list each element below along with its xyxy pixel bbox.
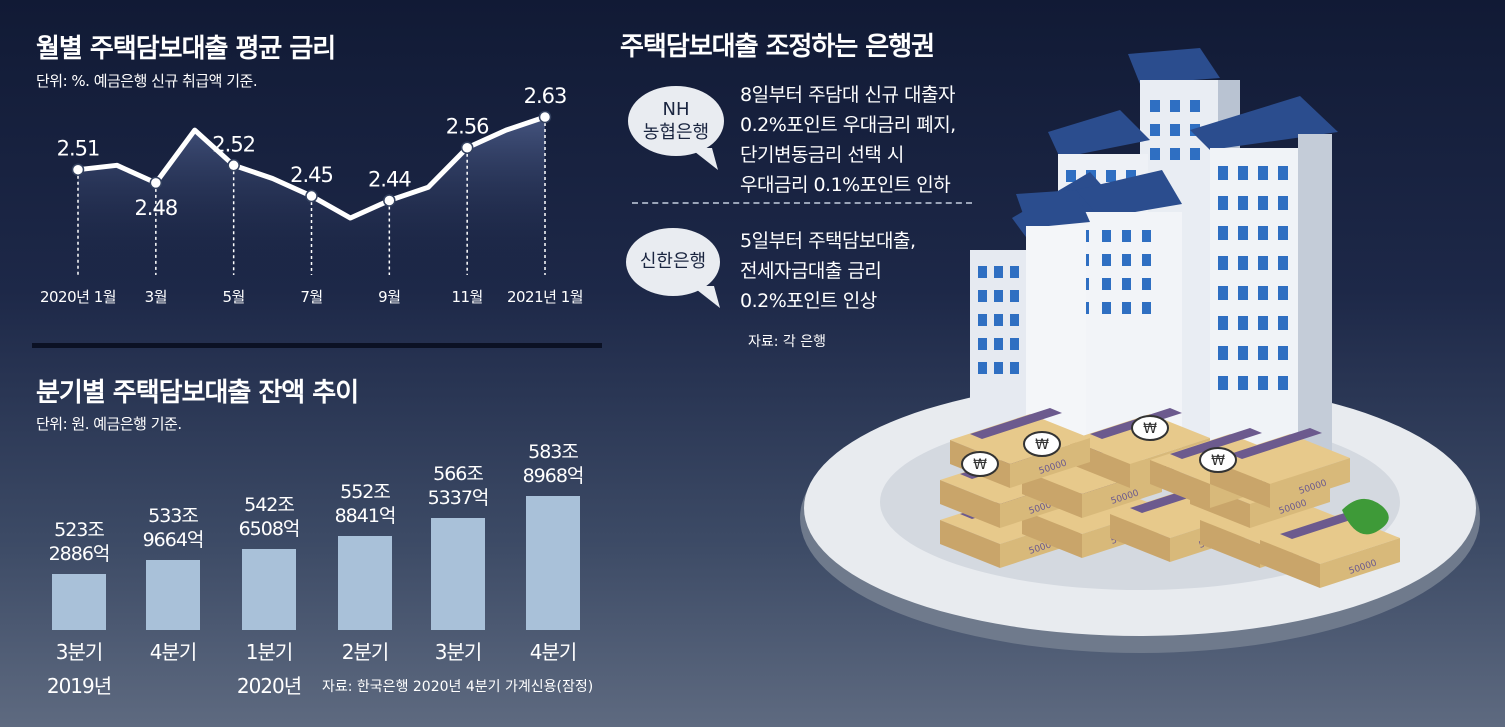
drop-lines	[77, 116, 546, 275]
rate-point	[149, 176, 163, 190]
bar-category-label: 2분기	[341, 640, 390, 664]
rate-point	[538, 110, 552, 124]
bar-category-label: 3분기	[55, 640, 104, 664]
bubble-tail-icon	[692, 286, 720, 308]
rate-label: 2.48	[134, 196, 177, 220]
bar-value-line: 533조	[148, 505, 199, 528]
bar-value-line: 566조	[433, 463, 484, 486]
bar-category-label: 4분기	[149, 640, 198, 664]
bubble-tail-icon	[690, 148, 718, 170]
bar-year-label: 2019년	[46, 674, 112, 698]
bar-value-label: 542조 6508억	[222, 493, 316, 541]
note-line: 0.2%포인트 인상	[740, 290, 877, 312]
note-line: 전세자금대출 금리	[740, 260, 882, 282]
right-panel-title: 주택담보대출 조정하는 은행권	[620, 32, 935, 62]
x-tick-label: 11월	[451, 288, 482, 306]
bar-year-label: 2020년	[236, 674, 302, 698]
bank-name-line2: 농협은행	[642, 122, 710, 143]
building-icon	[1190, 96, 1338, 468]
rate-label: 2.63	[524, 84, 567, 108]
bar-value-label: 566조 5337억	[411, 462, 505, 510]
bar-category-label: 4분기	[529, 640, 578, 664]
bar-chart-title: 분기별 주택담보대출 잔액 추이	[36, 378, 359, 408]
svg-text:₩: ₩	[1035, 437, 1049, 453]
bank-bubble-nh: NH 농협은행	[628, 86, 724, 156]
bar-value-line: 552조	[340, 480, 391, 503]
bar-category-label: 3분기	[434, 640, 483, 664]
note-line: 0.2%포인트 우대금리 폐지,	[740, 114, 956, 136]
bar-value-line: 6508억	[238, 518, 301, 541]
bar-value-line: 8968억	[522, 464, 585, 487]
bar-value-label: 583조 8968억	[506, 440, 600, 488]
line-area	[78, 116, 545, 275]
right-panel-source: 자료: 각 은행	[748, 334, 827, 350]
rate-point	[383, 194, 396, 207]
section-divider	[32, 343, 602, 348]
rate-label: 2.52	[212, 132, 255, 156]
bar-value-line: 8841억	[334, 504, 397, 527]
svg-text:₩: ₩	[973, 457, 987, 473]
rate-point	[305, 189, 318, 203]
bar-value-line: 9664억	[142, 529, 205, 552]
won-seal-icon: ₩	[1131, 415, 1169, 441]
x-tick-label: 2021년 1월	[507, 288, 583, 306]
bank-name: 신한은행	[639, 251, 707, 272]
won-seal-icon: ₩	[1023, 431, 1061, 457]
apartments-on-plate-illustration: 5000050000500005000050000500005000050000…	[800, 48, 1480, 653]
rate-label: 2.51	[57, 137, 100, 161]
line-chart: 2.51 2.48 2.52 2.45 2.44 2.56 2.63 2020년 1월 3월 5…	[40, 84, 584, 306]
bar-chart: 523조 2886억 3분기 2019년 533조 9664억 4분기 542조 6508억 1분…	[0, 0, 620, 727]
note-line: 우대금리 0.1%포인트 인하	[740, 174, 951, 196]
note-line: 단기변동금리 선택 시	[740, 144, 904, 166]
x-tick-label: 5월	[222, 288, 244, 306]
bar-value-line: 523조	[54, 519, 105, 542]
note-line: 8일부터 주담대 신규 대출자	[740, 84, 955, 106]
garnish-icon	[1342, 498, 1389, 535]
rate-label: 2.44	[368, 167, 411, 191]
won-seal-icon: ₩	[1199, 447, 1237, 473]
bar-value-label: 533조 9664억	[126, 504, 220, 552]
bar	[242, 549, 296, 630]
rate-point	[71, 163, 85, 176]
bar-value-line: 583조	[528, 440, 579, 463]
svg-text:₩: ₩	[1143, 421, 1157, 437]
bar-value-line: 2886억	[48, 543, 111, 566]
bar	[146, 560, 200, 630]
x-tick-label: 3월	[145, 288, 167, 306]
x-tick-label: 7월	[300, 288, 322, 306]
bank-name-line1: NH	[662, 99, 690, 120]
x-tick-label: 9월	[378, 288, 400, 306]
bar-chart-source: 자료: 한국은행 2020년 4분기 가계신용(잠정)	[322, 679, 594, 695]
rate-point	[227, 159, 240, 172]
money-stacks: 5000050000500005000050000500005000050000…	[940, 408, 1400, 588]
bank-bubble-shinhan: 신한은행	[626, 228, 720, 296]
note-line: 5일부터 주택담보대출,	[740, 230, 916, 252]
rate-point	[460, 141, 474, 154]
rate-points	[71, 110, 552, 207]
bar-value-label: 523조 2886억	[32, 518, 126, 566]
line-chart-unit: 단위: %. 예금은행 신규 취급액 기준.	[36, 72, 258, 90]
line-chart-title: 월별 주택담보대출 평균 금리	[36, 34, 336, 64]
bar-chart-unit: 단위: 원. 예금은행 기준.	[36, 415, 182, 433]
bar-category-label: 1분기	[245, 640, 294, 664]
dashed-divider	[632, 202, 972, 204]
bank-note-shinhan: 5일부터 주택담보대출, 전세자금대출 금리 0.2%포인트 인상	[740, 226, 916, 316]
bar	[52, 574, 106, 630]
rate-labels: 2.51 2.48 2.52 2.45 2.44 2.56 2.63	[57, 84, 568, 220]
bar	[338, 535, 392, 630]
bar	[526, 495, 580, 630]
x-tick-label: 2020년 1월	[40, 288, 116, 306]
bar-value-line: 5337억	[427, 487, 490, 510]
bar	[431, 518, 485, 630]
rate-label: 2.45	[290, 163, 333, 187]
bar-value-line: 542조	[244, 494, 295, 517]
x-tick-labels: 2020년 1월 3월 5월 7월 9월 11월 2021년 1월	[40, 288, 584, 306]
svg-text:₩: ₩	[1211, 453, 1225, 469]
bank-note-nh: 8일부터 주담대 신규 대출자 0.2%포인트 우대금리 폐지, 단기변동금리 …	[740, 80, 956, 200]
won-seal-icon: ₩	[961, 451, 999, 477]
rate-label: 2.56	[446, 115, 489, 139]
bar-value-label: 552조 8841억	[318, 480, 412, 528]
